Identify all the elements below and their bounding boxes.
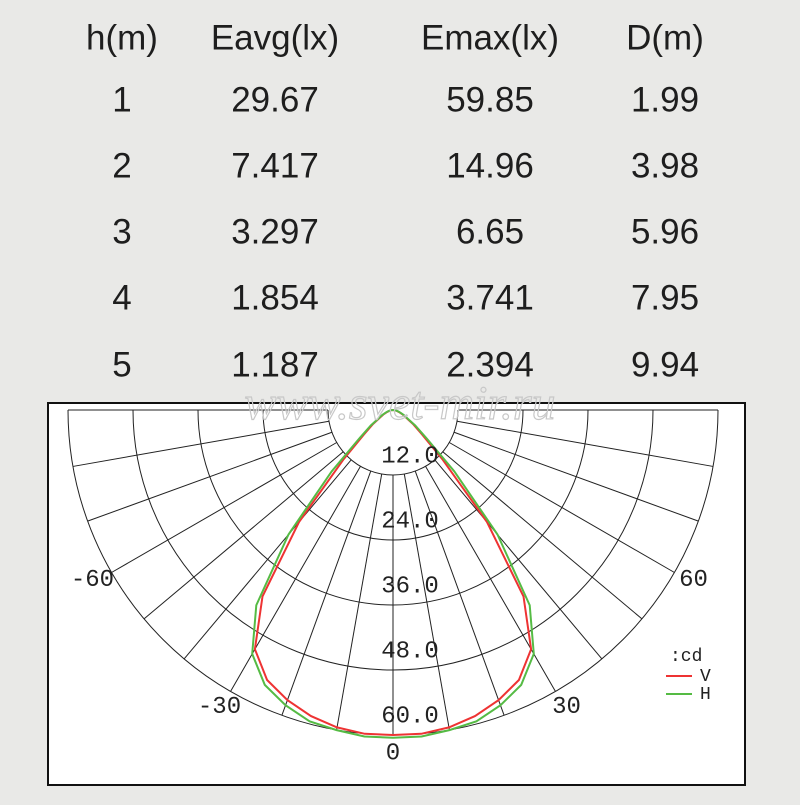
chart-frame — [47, 402, 746, 786]
angle-tick-label: -30 — [198, 694, 241, 721]
curve — [251, 409, 535, 739]
grid-spoke — [434, 459, 603, 660]
grid-spoke — [449, 442, 675, 573]
table-cell: 1 — [112, 80, 131, 119]
angle-tick-label: 0 — [386, 740, 400, 767]
table-cell: 2 — [112, 146, 131, 185]
grid-spoke — [87, 431, 333, 522]
grid-ring — [327, 409, 459, 476]
table-header: D(m) — [626, 18, 704, 57]
table-cell: 3.297 — [231, 212, 319, 251]
angle-tick-label: 60 — [679, 567, 708, 594]
angle-tick-label: 30 — [552, 694, 581, 721]
polar-grid — [67, 409, 719, 736]
grid-spoke — [414, 470, 505, 716]
table-header: Eavg(lx) — [211, 18, 339, 57]
table-cell: 14.96 — [446, 146, 534, 185]
table-cell: 3 — [112, 212, 131, 251]
r-tick-label: 24.0 — [381, 508, 439, 535]
grid-spoke — [143, 451, 344, 620]
angle-tick-label: -60 — [71, 567, 114, 594]
table-cell: 7.95 — [631, 278, 699, 317]
table-cell: 7.417 — [231, 146, 319, 185]
table-header: Emax(lx) — [421, 18, 559, 57]
table-cell: 1.99 — [631, 80, 699, 119]
grid-spoke — [456, 420, 714, 467]
grid-spoke — [183, 459, 352, 660]
table-cell: 4 — [112, 278, 131, 317]
table-cell: 6.65 — [456, 212, 524, 251]
grid-spoke — [336, 473, 383, 731]
table-cell: 5 — [112, 345, 131, 384]
table-cell: 1.187 — [231, 345, 319, 384]
legend-label: V — [700, 667, 711, 687]
table-cell: 59.85 — [446, 80, 534, 119]
grid-spoke — [403, 473, 450, 731]
plot — [251, 409, 535, 739]
grid-spoke — [453, 431, 699, 522]
unit-label: :cd — [670, 647, 702, 667]
table-header: h(m) — [86, 18, 158, 57]
grid-spoke — [281, 470, 372, 716]
legend-label: H — [700, 685, 711, 705]
r-tick-label: 48.0 — [381, 638, 439, 665]
grid-spoke — [111, 442, 337, 573]
r-tick-label: 12.0 — [381, 443, 439, 470]
grid-spoke — [72, 420, 330, 467]
table-cell: 3.98 — [631, 146, 699, 185]
r-tick-label: 36.0 — [381, 573, 439, 600]
watermark: www.svet-mir.ru — [244, 377, 555, 430]
table-cell: 2.394 — [446, 345, 534, 384]
table-cell: 1.854 — [231, 278, 319, 317]
table-cell: 5.96 — [631, 212, 699, 251]
table-cell: 29.67 — [231, 80, 319, 119]
r-tick-label: 60.0 — [381, 703, 439, 730]
table-cell: 9.94 — [631, 345, 699, 384]
grid-spoke — [442, 451, 643, 620]
table-cell: 3.741 — [446, 278, 534, 317]
